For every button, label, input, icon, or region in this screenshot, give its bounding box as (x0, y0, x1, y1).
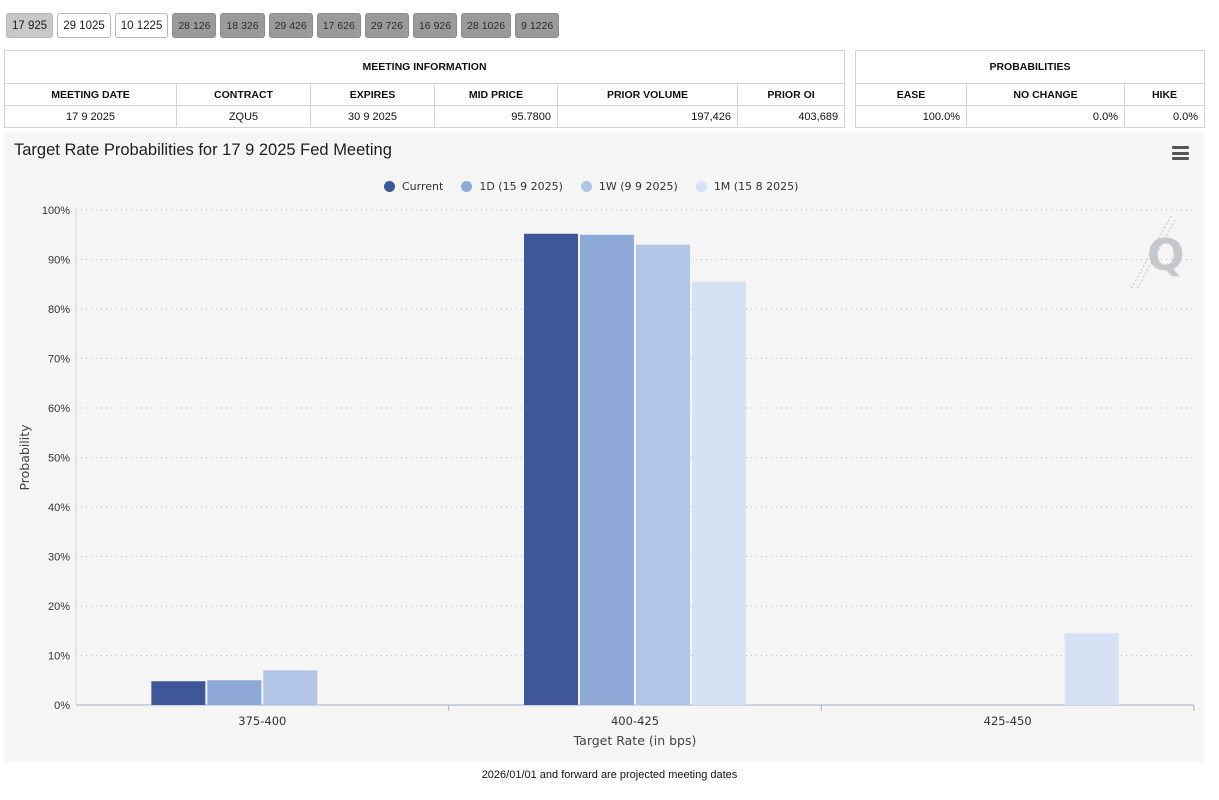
legend-label: 1M (15 8 2025) (713, 180, 799, 193)
bar-chart: 0% 10% 20% 30% 40% 50% 60% 70% 80% 90% 100% 375-400… (17, 205, 1195, 748)
date-tab[interactable]: 28 126 (172, 13, 217, 38)
legend-marker-icon (461, 181, 473, 192)
y-axis-title: Probability (17, 424, 32, 491)
y-tick-label: 70% (48, 354, 70, 366)
legend-item[interactable]: 1W (9 9 2025) (580, 180, 678, 193)
legend-marker-icon (580, 181, 592, 192)
legend-label: 1D (15 9 2025) (479, 180, 563, 193)
date-tab[interactable]: 10 1225 (114, 13, 169, 38)
legend-marker-icon (384, 181, 395, 192)
meeting-information-table: MEETING INFORMATION MEETING DATE CONTRAC… (3, 50, 846, 128)
column-header: PRIOR OI (736, 83, 846, 106)
hike-cell: 0.0% (1123, 105, 1206, 128)
ease-cell: 100.0% (855, 105, 967, 128)
y-tick-label: 80% (48, 304, 70, 316)
x-tick-label: 375-400 (238, 714, 286, 728)
date-tab[interactable]: 17 925 (6, 13, 54, 38)
legend-item[interactable]: 1D (15 9 2025) (461, 180, 563, 193)
chart-legend: Current 1D (15 9 2025) 1W (9 9 2025) 1M (15… (384, 180, 798, 193)
projected-dates-note: 2026/01/01 and forward are projected mee… (481, 769, 738, 781)
bar (580, 234, 634, 705)
legend-item[interactable]: 1M (15 8 2025) (695, 180, 799, 193)
table-row: 100.0% 0.0% 0.0% (855, 105, 1206, 128)
column-header: NO CHANGE (966, 83, 1125, 106)
date-tab[interactable]: 29 726 (364, 13, 409, 38)
contract-cell: ZQU5 (176, 105, 311, 128)
date-tab[interactable]: 17 626 (316, 13, 361, 38)
legend-label: Current (402, 180, 444, 193)
column-header: EXPIRES (310, 83, 435, 106)
date-tab[interactable]: 9 1226 (515, 13, 560, 38)
legend-marker-icon (695, 181, 707, 192)
chart-title: Target Rate Probabilities for 17 9 2025 … (14, 141, 392, 159)
date-tab[interactable]: 29 1025 (57, 13, 111, 38)
column-header: EASE (855, 83, 967, 106)
mid-price-cell: 95.7800 (434, 105, 558, 128)
y-tick-label: 20% (48, 601, 70, 613)
x-axis-title: Target Rate (in bps) (573, 733, 697, 748)
column-header: MEETING DATE (4, 83, 177, 106)
meeting-information-header: MEETING INFORMATION (3, 50, 846, 84)
q-logo-icon: Q (1130, 215, 1184, 290)
y-tick-label: 90% (48, 255, 70, 267)
y-tick-label: 10% (48, 651, 70, 663)
bar (636, 244, 690, 705)
y-tick-label: 40% (48, 502, 70, 514)
bar (151, 681, 206, 705)
column-header: HIKE (1123, 83, 1206, 106)
probabilities-header: PROBABILITIES (854, 50, 1206, 84)
bar (692, 281, 746, 705)
no-change-cell: 0.0% (966, 105, 1125, 128)
column-header: PRIOR VOLUME (557, 83, 738, 106)
bar (263, 670, 318, 705)
probabilities-table: PROBABILITIES EASE NO CHANGE HIKE 100.0%… (854, 50, 1206, 128)
bar (1064, 633, 1119, 705)
legend-label: 1W (9 9 2025) (598, 180, 678, 193)
y-tick-label: 30% (48, 552, 70, 564)
meeting-date-cell: 17 9 2025 (4, 105, 177, 128)
x-tick-label: 400-425 (611, 714, 659, 728)
date-tab[interactable]: 16 926 (412, 13, 458, 38)
y-tick-label: 60% (48, 403, 70, 415)
date-tab[interactable]: 28 1026 (461, 13, 512, 38)
y-tick-label: 100% (42, 205, 70, 217)
svg-text:Q: Q (1147, 230, 1184, 281)
chart-panel: 0% 10% 20% 30% 40% 50% 60% 70% 80% 90% 100% 375-400… (4, 132, 1204, 762)
prior-oi-cell: 403,689 (736, 105, 846, 128)
y-tick-label: 50% (48, 453, 70, 465)
x-tick-label: 425-450 (984, 714, 1032, 728)
date-tab[interactable]: 18 326 (220, 13, 265, 38)
table-row: 17 9 2025 ZQU5 30 9 2025 95.7800 197,426… (4, 105, 846, 128)
meeting-date-tabs: 17 925 29 1025 10 1225 28 126 18 326 29 426 17… (6, 13, 560, 40)
chart-menu-icon[interactable] (1172, 146, 1189, 161)
prior-volume-cell: 197,426 (557, 105, 738, 128)
expires-cell: 30 9 2025 (310, 105, 435, 128)
date-tab[interactable]: 29 426 (268, 13, 313, 38)
bar (524, 233, 578, 705)
column-header: MID PRICE (434, 83, 558, 106)
y-tick-label: 0% (54, 700, 70, 712)
legend-item[interactable]: Current (384, 180, 443, 193)
bar (207, 680, 262, 705)
column-header: CONTRACT (176, 83, 311, 106)
